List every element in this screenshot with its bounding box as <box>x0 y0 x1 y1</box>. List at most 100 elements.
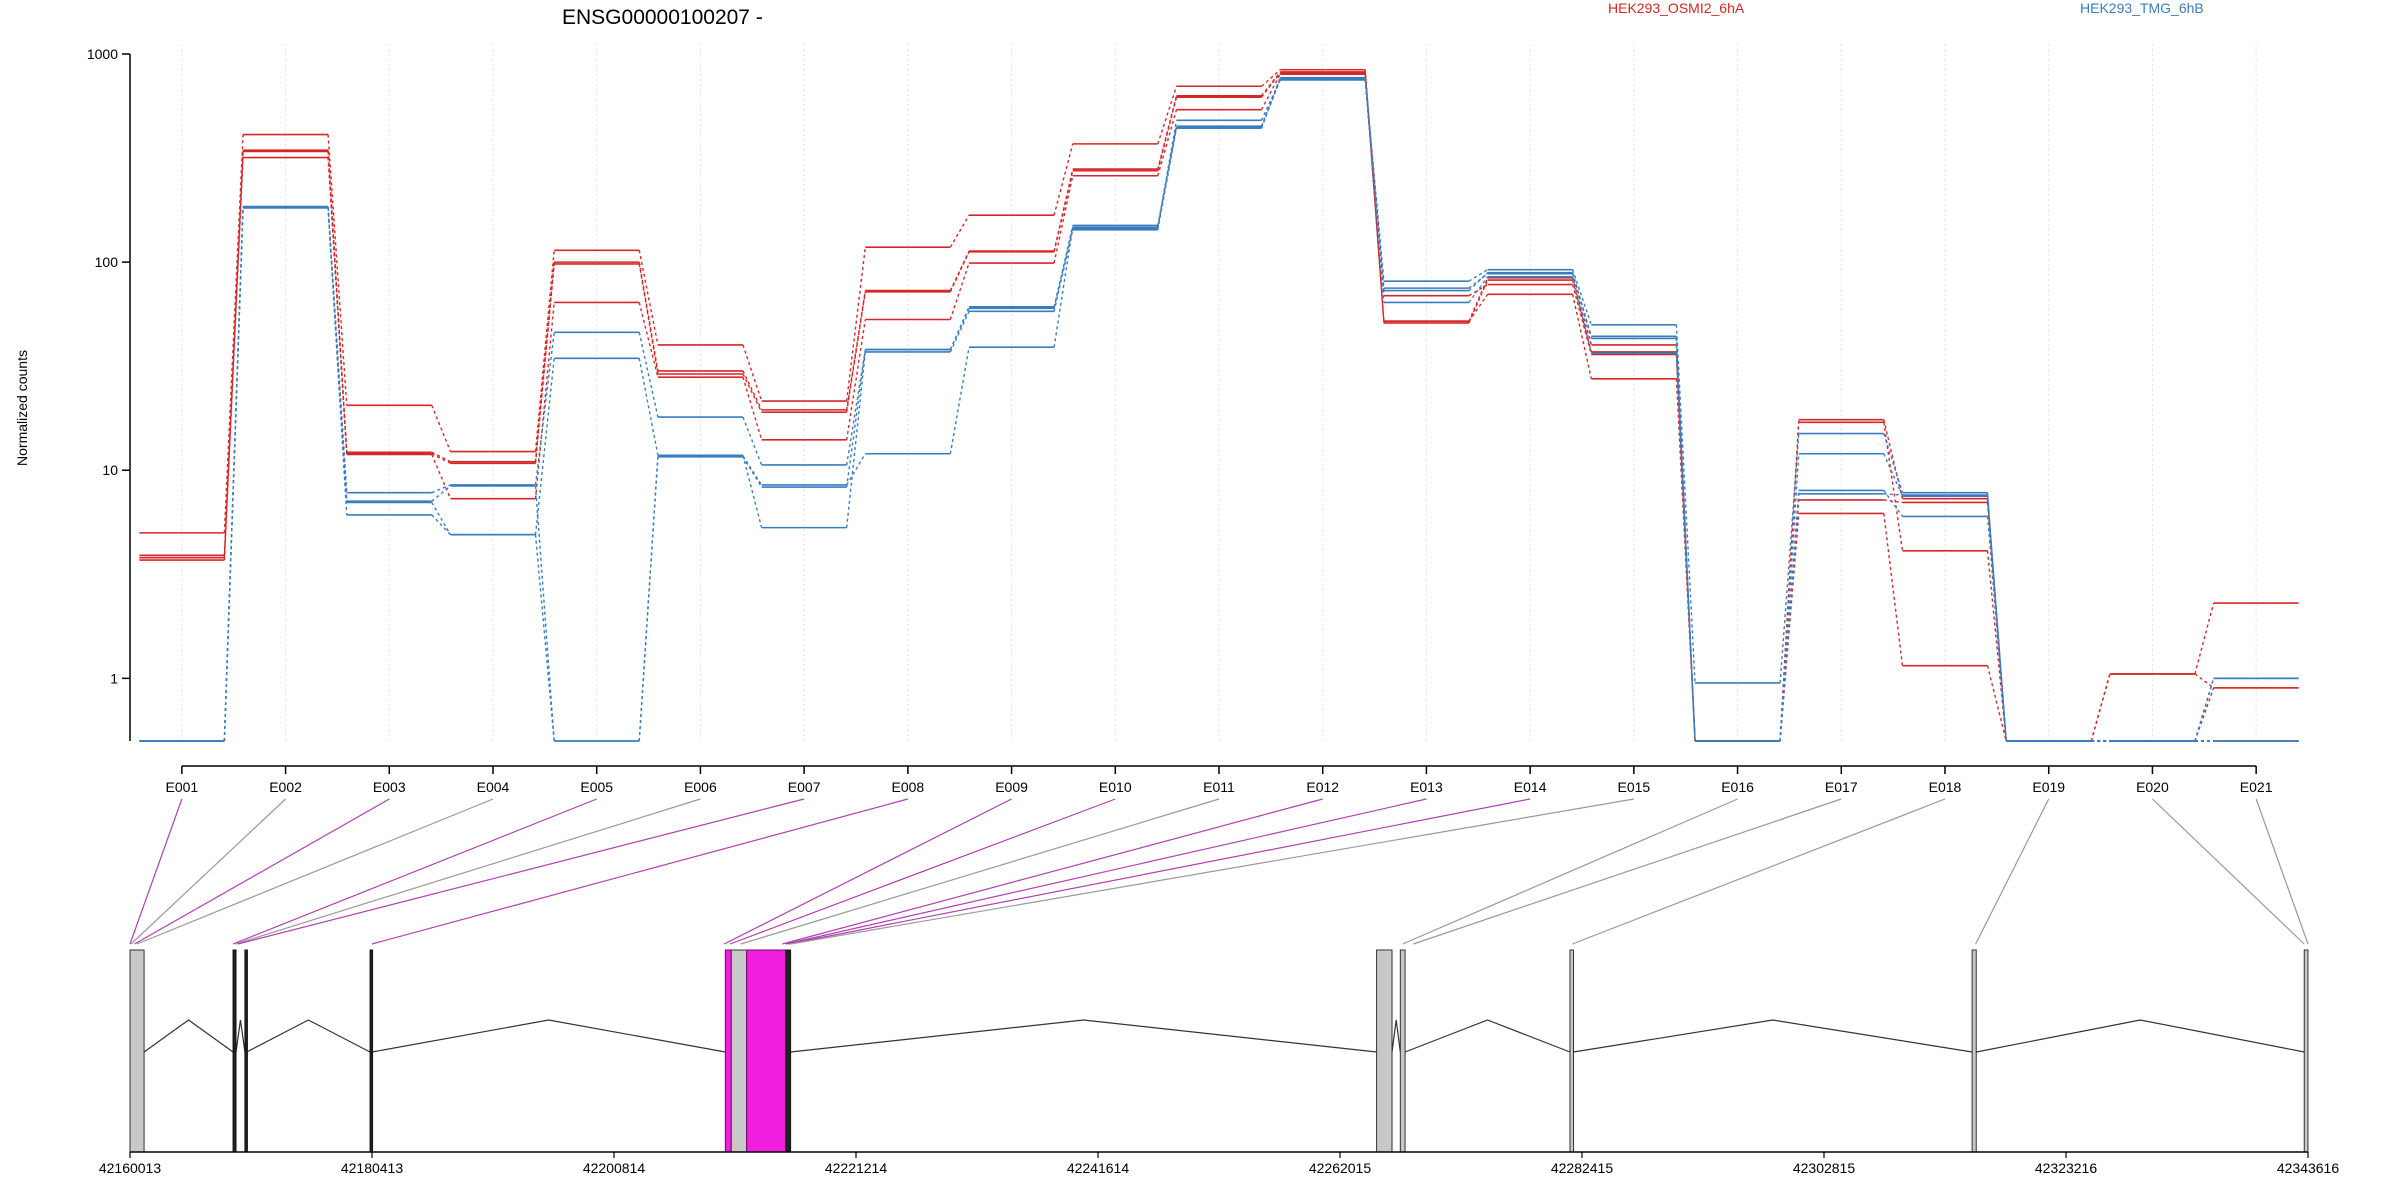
series-4-connector <box>949 251 970 293</box>
link-e009 <box>723 798 1012 945</box>
axes: 1 10 100 1000 E001 E002 E003 E004 E005 E006 E007 E0… <box>87 46 2273 795</box>
genomic-tick-label: 42282415 <box>1551 1160 1614 1176</box>
y-tick-label: 10 <box>102 462 118 478</box>
exon-block-dark <box>369 949 374 1153</box>
series-8-connector <box>1364 79 1385 289</box>
series-1-connector <box>1157 86 1178 145</box>
series-7-connector <box>1675 353 1696 742</box>
series-4-connector <box>327 151 348 454</box>
series-3-connector <box>1468 283 1488 297</box>
link-e017 <box>1413 798 1842 945</box>
series-7-connector <box>534 534 555 742</box>
series-8-connector <box>638 456 659 742</box>
series-1-connector <box>1571 279 1593 353</box>
series-3-connector <box>1571 284 1593 355</box>
link-e021 <box>2255 798 2309 945</box>
exon-block-dark <box>785 949 792 1153</box>
series-5-connector <box>742 416 763 466</box>
series-7-connector <box>949 347 970 454</box>
x-tick-label-e011: E011 <box>1203 779 1235 795</box>
series-6-connector <box>638 358 659 456</box>
series-4-connector <box>1571 294 1593 379</box>
link-e001 <box>129 798 183 945</box>
series-7-connector <box>742 455 763 486</box>
x-tick-label-e004: E004 <box>477 779 510 795</box>
series-7-connector <box>1571 276 1593 354</box>
series-8-connector <box>1675 338 1696 742</box>
series-lines <box>139 68 2299 742</box>
series-6-connector <box>1468 272 1489 292</box>
series-5-connector <box>638 332 659 418</box>
series-3-connector <box>431 454 452 499</box>
exon-block-magenta <box>724 949 732 1153</box>
series-3-connector <box>1053 175 1074 264</box>
link-e012 <box>782 798 1323 945</box>
series-3-connector <box>1986 665 2007 742</box>
series-1-connector <box>1261 69 1281 87</box>
series-1-connector <box>1883 419 1904 499</box>
x-tick-label-e006: E006 <box>684 779 717 795</box>
series-3-connector <box>534 302 555 499</box>
series-5-connector <box>1779 433 1800 684</box>
link-e020 <box>2152 798 2305 945</box>
series-7-connector <box>1986 516 2007 742</box>
series-5-connector <box>1883 433 1904 493</box>
series-8-connector <box>1571 273 1593 339</box>
series-4-connector <box>742 373 763 413</box>
link-e003 <box>134 798 390 945</box>
series-2-connector <box>1986 550 2007 742</box>
intron-line <box>1404 1019 1571 1053</box>
series-6-connector <box>431 514 451 536</box>
x-tick-label-e007: E007 <box>788 779 821 795</box>
series-8-connector <box>1053 228 1074 307</box>
series-8-connector <box>2194 678 2215 742</box>
series-8-connector <box>1883 493 1903 496</box>
series-8-connector <box>327 207 348 502</box>
x-tick-label-e017: E017 <box>1825 779 1858 795</box>
exon-block-gray <box>730 949 748 1153</box>
chart-title: ENSG00000100207 - <box>562 6 763 29</box>
intron-line <box>1573 1019 1973 1053</box>
series-7-connector <box>1468 276 1489 303</box>
x-tick-label-e008: E008 <box>892 779 925 795</box>
series-2-connector <box>1779 422 1800 742</box>
genomic-tick-label: 42241614 <box>1067 1160 1130 1176</box>
series-5-connector <box>1468 269 1488 282</box>
series-3-connector <box>1883 513 1904 666</box>
series-5-connector <box>845 349 867 466</box>
y-tick-label: 1000 <box>87 46 118 62</box>
link-e019 <box>1975 798 2050 945</box>
series-2-connector <box>2194 673 2215 689</box>
exon-block-gray <box>1971 949 1977 1153</box>
series-6-connector <box>534 358 555 535</box>
series-8 <box>139 78 2299 742</box>
series-8-connector <box>534 485 555 742</box>
link-e008 <box>371 798 909 945</box>
series-6-connector <box>1053 229 1074 312</box>
series-2-connector <box>1571 277 1593 346</box>
intron-line <box>371 1019 726 1053</box>
x-tick-label-e019: E019 <box>2032 779 2065 795</box>
genomic-tick-label: 42262015 <box>1309 1160 1372 1176</box>
exon-link-lines <box>129 798 2309 945</box>
series-8-connector <box>949 306 970 350</box>
link-e015 <box>790 798 1634 945</box>
x-tick-label-e010: E010 <box>1099 779 1132 795</box>
series-5-connector <box>1675 324 1696 684</box>
x-tick-label-e015: E015 <box>1618 779 1651 795</box>
series-7-connector <box>1053 227 1074 348</box>
link-e006 <box>235 798 701 945</box>
exon-block-gray <box>1376 949 1393 1153</box>
link-e004 <box>136 798 494 945</box>
series-2-connector <box>1468 277 1489 322</box>
exon-block-magenta <box>746 949 787 1153</box>
x-tick-label-e018: E018 <box>1929 779 1962 795</box>
x-tick-label-e001: E001 <box>166 779 199 795</box>
series-4-connector <box>1157 97 1178 171</box>
intron-line <box>1976 1019 2305 1053</box>
series-6-connector <box>1883 453 1904 497</box>
x-tick-label-e009: E009 <box>995 779 1028 795</box>
intron-line <box>246 1019 371 1053</box>
legend-label-tmg: HEK293_TMG_6hB <box>2080 0 2204 16</box>
exon-block-gray <box>1399 949 1406 1153</box>
